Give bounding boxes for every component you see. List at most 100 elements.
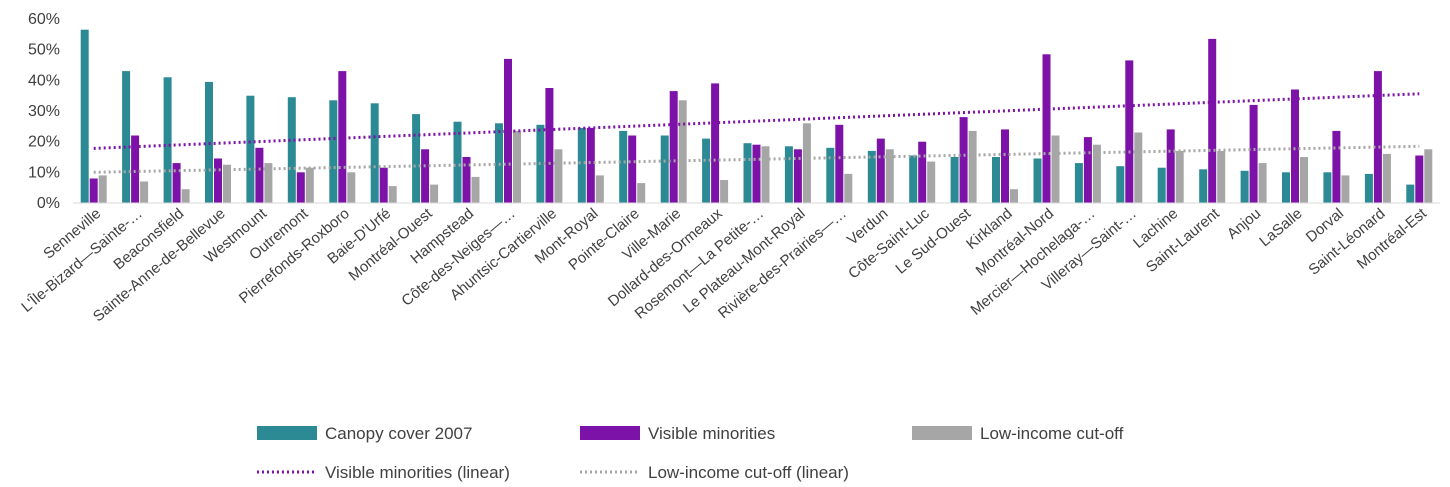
legend-swatch <box>912 426 972 440</box>
bar-canopy-cover-2007 <box>122 71 131 203</box>
bar-visible-minorities <box>1291 89 1299 203</box>
bar-visible-minorities <box>131 135 140 203</box>
bar-canopy-cover-2007 <box>909 155 918 203</box>
bar-visible-minorities <box>545 88 554 203</box>
bar-low-income-cut-off <box>844 173 853 203</box>
bar-canopy-cover-2007 <box>163 77 172 203</box>
bars <box>80 29 1433 204</box>
bar-low-income-cut-off <box>595 175 604 203</box>
bar-canopy-cover-2007 <box>1074 163 1083 203</box>
x-axis-labels: SennevilleL'Île-Bizard—Sainte-…Beaconsfi… <box>18 205 1430 326</box>
bar-canopy-cover-2007 <box>1157 167 1166 203</box>
bar-low-income-cut-off <box>1341 175 1350 203</box>
y-tick-label: 20% <box>28 134 60 151</box>
bar-visible-minorities <box>1125 60 1134 204</box>
legend-label: Visible minorities (linear) <box>325 463 510 482</box>
bar-visible-minorities <box>1208 38 1217 204</box>
bar-low-income-cut-off <box>430 184 439 203</box>
bar-canopy-cover-2007 <box>287 97 296 203</box>
bar-low-income-cut-off <box>1051 135 1060 203</box>
bar-canopy-cover-2007 <box>1282 172 1290 203</box>
bar-visible-minorities <box>752 144 761 203</box>
bar-canopy-cover-2007 <box>246 95 255 203</box>
bar-visible-minorities <box>1001 129 1009 203</box>
bar-visible-minorities <box>669 91 678 203</box>
trendline-low-income-cut-off-linear- <box>93 144 1420 174</box>
y-axis: 0% 10% 20% 30% 40% 50% 60% <box>28 11 60 212</box>
bar-visible-minorities <box>1373 71 1382 203</box>
bar-visible-minorities <box>835 124 844 203</box>
bar-visible-minorities <box>918 141 927 203</box>
bar-canopy-cover-2007 <box>619 130 628 203</box>
bar-canopy-cover-2007 <box>660 135 669 203</box>
legend-swatch <box>580 426 640 440</box>
legend-label: Low-income cut-off <box>980 424 1124 443</box>
y-tick-label: 30% <box>28 103 60 120</box>
bar-low-income-cut-off <box>140 181 149 203</box>
bar-low-income-cut-off <box>181 189 190 203</box>
x-category-label: Saint-Laurent <box>1143 205 1224 276</box>
bar-low-income-cut-off <box>1258 163 1267 203</box>
bar-canopy-cover-2007 <box>702 138 711 203</box>
bar-visible-minorities <box>628 135 637 203</box>
trendline-visible-minorities-linear- <box>93 92 1420 150</box>
bar-canopy-cover-2007 <box>1033 158 1042 203</box>
bar-canopy-cover-2007 <box>1323 172 1332 203</box>
bar-visible-minorities <box>1083 137 1092 203</box>
bar-low-income-cut-off <box>347 172 356 203</box>
bar-canopy-cover-2007 <box>1240 170 1249 203</box>
bar-low-income-cut-off <box>1134 132 1143 203</box>
bar-visible-minorities <box>89 178 98 203</box>
bar-visible-minorities <box>876 138 885 203</box>
legend-label: Visible minorities <box>648 424 775 443</box>
bar-visible-minorities <box>1166 129 1175 203</box>
bar-visible-minorities <box>1249 104 1258 203</box>
bar-canopy-cover-2007 <box>453 121 462 203</box>
bar-visible-minorities <box>1042 54 1051 203</box>
bar-low-income-cut-off <box>554 149 563 203</box>
bar-low-income-cut-off <box>223 164 231 203</box>
legend-label: Canopy cover 2007 <box>325 424 472 443</box>
bar-low-income-cut-off <box>1217 150 1226 203</box>
bar-low-income-cut-off <box>1382 153 1391 203</box>
bar-canopy-cover-2007 <box>1199 169 1208 203</box>
x-category-label: LaSalle <box>1256 205 1305 250</box>
trendlines <box>93 92 1420 174</box>
bar-low-income-cut-off <box>471 176 480 203</box>
bar-low-income-cut-off <box>802 123 811 203</box>
bar-visible-minorities <box>214 158 222 203</box>
bar-low-income-cut-off <box>1175 150 1184 203</box>
bar-canopy-cover-2007 <box>1364 173 1373 203</box>
bar-low-income-cut-off <box>637 183 646 203</box>
bar-canopy-cover-2007 <box>80 29 89 204</box>
bar-low-income-cut-off <box>1300 157 1308 203</box>
bar-low-income-cut-off <box>1010 189 1018 203</box>
bar-canopy-cover-2007 <box>577 127 586 203</box>
bar-low-income-cut-off <box>968 130 977 203</box>
y-tick-label: 40% <box>28 72 60 89</box>
bar-visible-minorities <box>711 83 720 203</box>
bar-visible-minorities <box>462 157 471 203</box>
bar-visible-minorities <box>586 127 595 203</box>
bar-visible-minorities <box>504 58 512 204</box>
y-tick-label: 10% <box>28 164 60 181</box>
legend-swatch <box>257 426 317 440</box>
bar-visible-minorities <box>421 149 430 203</box>
y-tick-label: 0% <box>37 195 60 212</box>
legend: Canopy cover 2007 Visible minorities Low-i… <box>257 424 1124 482</box>
y-tick-label: 50% <box>28 42 60 59</box>
bar-canopy-cover-2007 <box>950 157 959 203</box>
bar-low-income-cut-off <box>927 161 936 203</box>
bar-visible-minorities <box>793 149 802 203</box>
bar-canopy-cover-2007 <box>1116 166 1125 203</box>
bar-canopy-cover-2007 <box>743 143 752 203</box>
bar-visible-minorities <box>338 71 347 203</box>
legend-label: Low-income cut-off (linear) <box>648 463 849 482</box>
bar-low-income-cut-off <box>1092 144 1101 203</box>
bar-low-income-cut-off <box>885 149 894 203</box>
bar-canopy-cover-2007 <box>370 103 379 203</box>
bar-visible-minorities <box>172 163 181 203</box>
bar-low-income-cut-off <box>720 180 729 203</box>
bar-low-income-cut-off <box>388 186 397 203</box>
